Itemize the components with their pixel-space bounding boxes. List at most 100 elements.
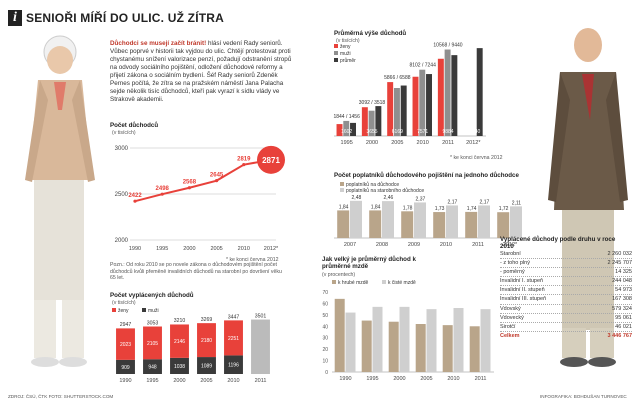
bar: [350, 200, 362, 238]
total-label: Celkem: [500, 332, 520, 339]
line-chart: 2000 2500 3000 2422 1990 2498 1995 2568 2000 2645…: [115, 145, 285, 252]
data-label: 2422: [128, 193, 142, 199]
data-point: [187, 186, 191, 190]
data-label: 3447: [228, 314, 240, 320]
data-point: [133, 199, 137, 203]
bar: [343, 120, 350, 136]
row-value: 95 061: [615, 314, 632, 321]
row-value: 244 048: [612, 278, 632, 285]
data-label: 1038: [174, 364, 185, 370]
bar: [224, 320, 243, 356]
data-label: 2,48: [352, 195, 362, 201]
legend-swatch: [340, 182, 344, 186]
data-label: 3053: [147, 321, 159, 327]
bar: [361, 107, 368, 136]
y-tick-label: 50: [322, 313, 328, 319]
infographic-credit: INFOGRAFIKA: BOHDUŠAN TURNOVEC: [540, 394, 627, 399]
data-label: 2,17: [448, 199, 458, 205]
y-tick-label: 0: [325, 370, 328, 376]
bar: [375, 106, 382, 136]
table-row: - z toho plný 2 245 707: [500, 259, 632, 269]
bar: [143, 359, 162, 374]
data-label: 2146: [174, 339, 185, 345]
bar: [143, 326, 162, 360]
bar: [170, 324, 189, 358]
data-label: 2180: [201, 338, 212, 344]
data-point: [215, 179, 219, 183]
table-row: Invalidní II. stupeň 54 973: [500, 286, 632, 296]
line-chart-note: * ke konci června 2012: [226, 257, 279, 263]
data-label: 2498: [156, 186, 170, 192]
gap-chart: 1990 1995 2000 2005 2010 2011 0 10 20 30 40 50 60 70 k…: [322, 280, 494, 382]
legend-swatch: [340, 188, 344, 192]
data-point: [242, 163, 246, 167]
table-row: Invalidní I. stupeň 244 048: [500, 277, 632, 287]
data-label: 5866 / 6588: [384, 75, 411, 81]
row-value: 54 973: [615, 287, 632, 294]
data-label: 2645: [210, 173, 224, 179]
x-tick-label: 2000: [393, 376, 405, 382]
gap-title: Jak velký je průměrný důchod k průměrné …: [322, 256, 416, 270]
y-tick-label: 2500: [115, 192, 129, 198]
x-tick-label: 1990: [119, 378, 131, 384]
data-label: 3501: [255, 314, 267, 320]
x-tick-label: 2010: [417, 140, 429, 146]
x-tick-label: 2005: [200, 378, 212, 384]
x-tick-label: 2005: [210, 246, 222, 252]
data-label: 948: [148, 365, 157, 371]
avg-pension-note: * ke konci června 2012: [450, 155, 503, 161]
table-row: - poměrný 14 325: [500, 268, 632, 278]
table-title: Vyplácené důchody podle druhu v roce 201…: [500, 236, 616, 250]
pension-types-table: Starobní 2 260 032- z toho plný 2 245 707-…: [500, 250, 632, 340]
bar: [415, 324, 426, 372]
count-paid-title: Počet vyplácených důchodů: [110, 292, 194, 299]
x-tick-label: 2009: [408, 242, 420, 248]
bar: [337, 210, 350, 238]
bar: [469, 326, 480, 372]
bar: [350, 122, 356, 136]
bar: [401, 211, 414, 238]
bar: [478, 205, 490, 238]
bar: [453, 308, 464, 372]
data-label: 2,46: [384, 195, 394, 201]
bar: [224, 355, 243, 374]
legend-label: muži: [148, 308, 159, 314]
legend-swatch: [142, 308, 146, 312]
count-paid-unit: (v tisících): [112, 300, 136, 306]
series-line: [134, 158, 272, 203]
legend-swatch: [334, 44, 338, 48]
intro-text: Důchodci se musejí začít bránit! hlásí v…: [110, 40, 295, 104]
data-label: 1602: [341, 129, 352, 135]
table-row: Vdovský 579 324: [500, 305, 632, 314]
note-box: Pozn.: Od roku 2010 se po novele zákona …: [110, 262, 282, 281]
line-chart-title: Počet důchodců: [110, 122, 159, 129]
row-label: Invalidní III. stupeň: [500, 296, 547, 303]
data-label: 2023: [120, 342, 131, 348]
bar: [446, 205, 458, 238]
x-tick-label: 1995: [146, 378, 158, 384]
header: i SENIOŘI MÍŘÍ DO ULIC. UŽ ZÍTRA: [8, 10, 224, 26]
total-value: 3 446 767: [607, 332, 632, 339]
legend-label: poplatníků na důchodce: [346, 181, 399, 188]
row-value: 579 324: [612, 305, 632, 312]
gap-unit: (v procentech): [322, 272, 356, 278]
x-tick-label: 1995: [156, 246, 168, 252]
data-label: 3092 / 3518: [359, 100, 386, 106]
data-label: 2,11: [512, 200, 522, 206]
data-label: 3210: [174, 318, 186, 324]
legend-label: k čisté mzdě: [388, 280, 416, 286]
data-label: 8102 / 7244: [409, 63, 436, 69]
legend-label: muži: [340, 51, 351, 57]
legend-swatch: [382, 280, 386, 284]
x-tick-label: 2011: [442, 140, 454, 146]
bar: [480, 309, 491, 372]
avg-pension-title: Průměrná výše důchodů: [334, 30, 407, 37]
bar: [382, 201, 394, 238]
data-label: 1196: [228, 363, 239, 369]
bar: [251, 319, 270, 374]
y-tick-label: 40: [322, 324, 328, 330]
bar: [170, 357, 189, 374]
avg-pension-chart: 1995 2000 2005 2010 2011 2012* 1602 1844 / 1456…: [333, 43, 486, 146]
row-value: 46 021: [615, 323, 632, 330]
bar: [426, 74, 432, 136]
